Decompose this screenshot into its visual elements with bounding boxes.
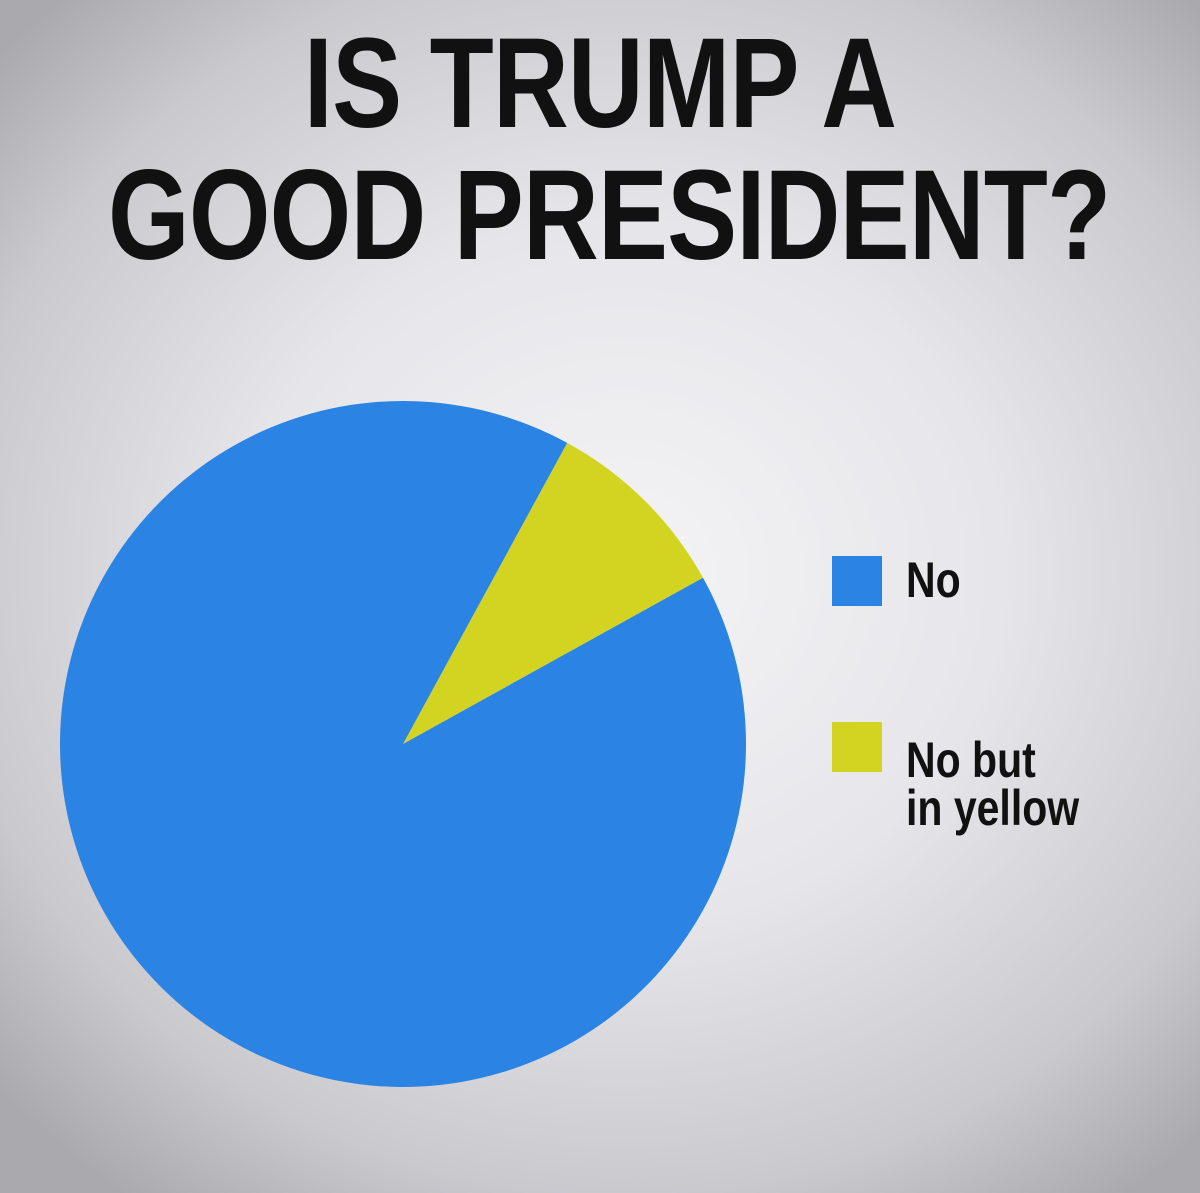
chart-title-line-2: GOOD PRESIDENT? [108, 144, 1111, 287]
pie-slice-no [59, 400, 746, 1087]
chart-title: IS TRUMP A GOOD PRESIDENT? [108, 12, 1111, 287]
chart-title-line-1: IS TRUMP A [303, 12, 897, 155]
legend-label-yellow-line-2: in yellow [906, 780, 1080, 836]
pie-slice-no-but-in-yellow [403, 442, 703, 744]
legend-label-no-but-in-yellow: No but in yellow [906, 732, 1080, 836]
legend-swatch-no-but-in-yellow [832, 722, 882, 772]
legend-label-no: No [906, 555, 961, 605]
legend-label-yellow-line-1: No but [906, 732, 1036, 788]
legend-swatch-no [832, 556, 882, 606]
legend-label-no-line-1: No [906, 552, 961, 608]
